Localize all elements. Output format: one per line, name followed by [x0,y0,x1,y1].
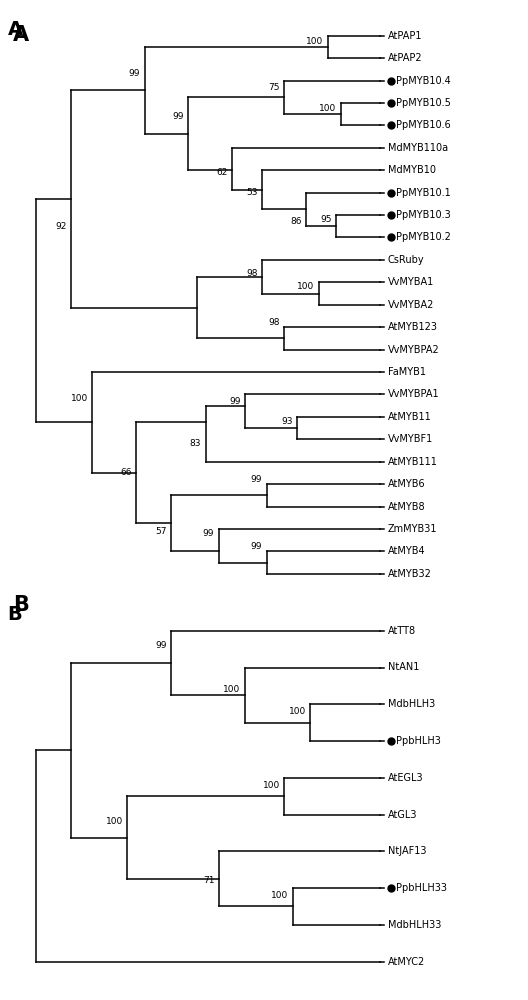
Text: PpMYB10.5: PpMYB10.5 [397,98,451,108]
Text: AtMYB6: AtMYB6 [388,479,426,489]
Text: 57: 57 [155,527,166,536]
Text: A: A [13,25,30,45]
Text: AtMYB111: AtMYB111 [388,457,438,467]
Text: 100: 100 [289,707,306,716]
Text: A: A [7,20,23,39]
Text: PpMYB10.1: PpMYB10.1 [397,188,451,198]
Text: 53: 53 [247,188,258,197]
Text: AtMYC2: AtMYC2 [388,957,425,967]
Text: AtMYB4: AtMYB4 [388,546,426,556]
Text: 99: 99 [155,641,166,650]
Text: AtGL3: AtGL3 [388,810,417,820]
Text: 66: 66 [120,468,131,477]
Text: 99: 99 [229,397,241,406]
Text: 100: 100 [297,282,315,291]
Text: VvMYBA2: VvMYBA2 [388,300,434,310]
Text: PpMYB10.4: PpMYB10.4 [397,76,451,86]
Text: 95: 95 [320,215,332,224]
Text: 100: 100 [262,781,280,790]
Text: 71: 71 [203,876,214,885]
Text: 92: 92 [55,222,67,231]
Text: 98: 98 [268,318,280,327]
Text: 100: 100 [271,891,288,900]
Text: MdMYB110a: MdMYB110a [388,143,448,153]
Text: 99: 99 [251,542,262,551]
Text: VvMYBF1: VvMYBF1 [388,434,433,444]
Text: 98: 98 [247,269,258,278]
Text: MdbHLH3: MdbHLH3 [388,699,435,709]
Text: VvMYBPA2: VvMYBPA2 [388,345,439,355]
Text: PpbHLH33: PpbHLH33 [397,883,447,893]
Text: AtPAP1: AtPAP1 [388,31,422,41]
Text: 99: 99 [251,475,262,484]
Text: 99: 99 [129,69,140,78]
Text: 100: 100 [223,685,241,694]
Text: 100: 100 [106,817,123,826]
Text: MdMYB10: MdMYB10 [388,165,436,175]
Text: PpMYB10.6: PpMYB10.6 [397,120,451,130]
Text: 62: 62 [216,168,228,177]
Text: 99: 99 [172,112,184,121]
Text: VvMYBA1: VvMYBA1 [388,277,434,287]
Text: AtPAP2: AtPAP2 [388,53,422,63]
Text: 100: 100 [306,37,323,46]
Text: 75: 75 [268,83,280,92]
Text: B: B [13,595,29,615]
Text: NtJAF13: NtJAF13 [388,846,426,856]
Text: FaMYB1: FaMYB1 [388,367,426,377]
Text: 99: 99 [203,529,214,538]
Text: 100: 100 [71,394,88,403]
Text: 100: 100 [319,104,336,113]
Text: PpbHLH3: PpbHLH3 [397,736,441,746]
Text: AtMYB123: AtMYB123 [388,322,438,332]
Text: MdbHLH33: MdbHLH33 [388,920,441,930]
Text: PpMYB10.2: PpMYB10.2 [397,232,451,242]
Text: AtEGL3: AtEGL3 [388,773,423,783]
Text: AtMYB32: AtMYB32 [388,569,431,579]
Text: AtTT8: AtTT8 [388,626,416,636]
Text: ZmMYB31: ZmMYB31 [388,524,437,534]
Text: AtMYB11: AtMYB11 [388,412,431,422]
Text: AtMYB8: AtMYB8 [388,502,426,512]
Text: PpMYB10.3: PpMYB10.3 [397,210,451,220]
Text: 86: 86 [290,217,301,226]
Text: VvMYBPA1: VvMYBPA1 [388,389,439,399]
Text: 93: 93 [281,417,293,426]
Text: CsRuby: CsRuby [388,255,425,265]
Text: B: B [7,605,22,624]
Text: 83: 83 [190,439,201,448]
Text: NtAN1: NtAN1 [388,662,419,672]
